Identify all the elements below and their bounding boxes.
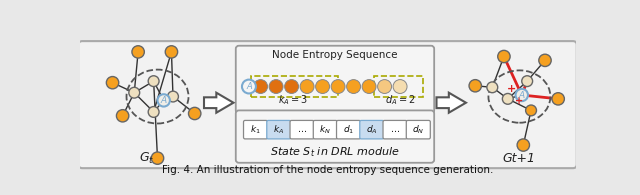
Circle shape <box>517 139 529 151</box>
Text: $d_A$: $d_A$ <box>366 123 378 136</box>
Circle shape <box>487 82 498 93</box>
Circle shape <box>525 105 536 116</box>
Text: $k_A = 3$: $k_A = 3$ <box>278 93 308 107</box>
Circle shape <box>347 80 360 93</box>
Circle shape <box>498 50 510 63</box>
Circle shape <box>300 80 314 93</box>
Text: $d_A = 2$: $d_A = 2$ <box>385 93 415 107</box>
Circle shape <box>151 152 164 164</box>
Text: A: A <box>161 96 167 105</box>
FancyBboxPatch shape <box>267 121 291 139</box>
Text: $k_N$: $k_N$ <box>319 123 331 136</box>
FancyBboxPatch shape <box>290 121 314 139</box>
Circle shape <box>469 80 481 92</box>
Circle shape <box>253 80 268 93</box>
FancyBboxPatch shape <box>337 121 360 139</box>
Circle shape <box>168 91 179 102</box>
Text: $d_N$: $d_N$ <box>412 123 424 136</box>
Circle shape <box>106 76 119 89</box>
Circle shape <box>502 93 513 104</box>
Text: $\cdots$: $\cdots$ <box>297 125 307 134</box>
FancyBboxPatch shape <box>79 41 577 168</box>
Circle shape <box>331 80 345 93</box>
Text: +: + <box>507 84 516 94</box>
Text: $G_t$: $G_t$ <box>139 151 154 166</box>
Circle shape <box>522 76 532 87</box>
Circle shape <box>285 80 298 93</box>
FancyBboxPatch shape <box>236 110 434 163</box>
FancyBboxPatch shape <box>236 46 434 113</box>
Circle shape <box>378 80 392 93</box>
Circle shape <box>539 54 551 66</box>
FancyBboxPatch shape <box>360 121 384 139</box>
Text: $\cdots$: $\cdots$ <box>390 125 400 134</box>
Text: +: + <box>515 96 524 106</box>
Text: $k_1$: $k_1$ <box>250 123 261 136</box>
Polygon shape <box>204 93 234 113</box>
Circle shape <box>552 93 564 105</box>
Text: Gt+1: Gt+1 <box>503 152 536 165</box>
FancyBboxPatch shape <box>383 121 407 139</box>
Text: A: A <box>518 90 525 99</box>
Circle shape <box>242 80 256 93</box>
FancyBboxPatch shape <box>244 121 268 139</box>
Text: $d_1$: $d_1$ <box>343 123 354 136</box>
Text: Node Entropy Sequence: Node Entropy Sequence <box>272 50 397 60</box>
Circle shape <box>116 110 129 122</box>
Circle shape <box>269 80 283 93</box>
Circle shape <box>132 46 145 58</box>
FancyBboxPatch shape <box>406 121 430 139</box>
Text: Fig. 4. An illustration of the node entropy sequence generation.: Fig. 4. An illustration of the node entr… <box>163 165 493 175</box>
Circle shape <box>129 87 140 98</box>
Circle shape <box>393 80 407 93</box>
Circle shape <box>148 106 159 117</box>
Circle shape <box>316 80 330 93</box>
Polygon shape <box>436 93 466 113</box>
Circle shape <box>189 107 201 120</box>
Text: $k_A$: $k_A$ <box>273 123 284 136</box>
Text: State $\mathit{S}_t$ in DRL module: State $\mathit{S}_t$ in DRL module <box>270 145 400 159</box>
Circle shape <box>362 80 376 93</box>
Text: A: A <box>246 82 252 91</box>
Circle shape <box>157 94 170 106</box>
FancyBboxPatch shape <box>313 121 337 139</box>
Circle shape <box>516 89 528 101</box>
Circle shape <box>148 76 159 87</box>
Circle shape <box>165 46 178 58</box>
